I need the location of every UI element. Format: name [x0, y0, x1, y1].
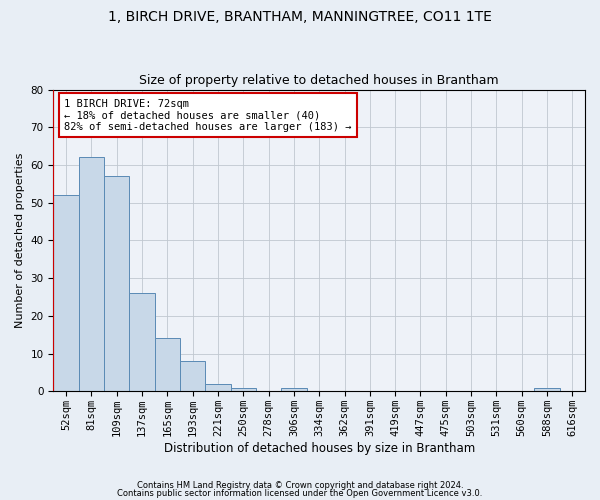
Bar	[180, 361, 205, 392]
Bar	[155, 338, 180, 392]
Title: Size of property relative to detached houses in Brantham: Size of property relative to detached ho…	[139, 74, 499, 87]
Bar	[53, 195, 79, 392]
Bar	[79, 158, 104, 392]
Y-axis label: Number of detached properties: Number of detached properties	[15, 152, 25, 328]
Text: 1, BIRCH DRIVE, BRANTHAM, MANNINGTREE, CO11 1TE: 1, BIRCH DRIVE, BRANTHAM, MANNINGTREE, C…	[108, 10, 492, 24]
Bar	[130, 293, 155, 392]
X-axis label: Distribution of detached houses by size in Brantham: Distribution of detached houses by size …	[164, 442, 475, 455]
Bar	[281, 388, 307, 392]
Bar	[205, 384, 230, 392]
Bar	[230, 388, 256, 392]
Text: 1 BIRCH DRIVE: 72sqm
← 18% of detached houses are smaller (40)
82% of semi-detac: 1 BIRCH DRIVE: 72sqm ← 18% of detached h…	[64, 98, 352, 132]
Text: Contains HM Land Registry data © Crown copyright and database right 2024.: Contains HM Land Registry data © Crown c…	[137, 481, 463, 490]
Text: Contains public sector information licensed under the Open Government Licence v3: Contains public sector information licen…	[118, 488, 482, 498]
Bar	[104, 176, 130, 392]
Bar	[535, 388, 560, 392]
